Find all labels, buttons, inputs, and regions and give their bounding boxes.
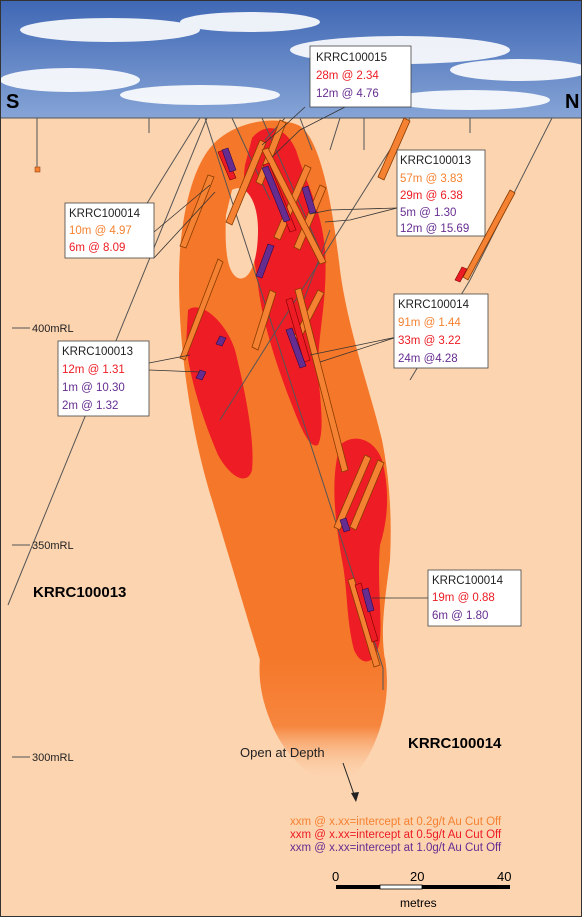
callout-kr14-lower: KRRC100014 19m @ 0.88 6m @ 1.80 (427, 569, 522, 627)
svg-text:5m @ 1.30: 5m @ 1.30 (400, 207, 456, 219)
svg-text:6m @ 1.80: 6m @ 1.80 (432, 610, 488, 622)
svg-text:300mRL: 300mRL (32, 752, 74, 764)
grade-legend: xxm @ x.xx=intercept at 0.2g/t Au Cut Of… (290, 816, 502, 854)
zone-0-5-lower (334, 438, 388, 662)
svg-text:12m @ 1.31: 12m @ 1.31 (62, 364, 125, 376)
callout-kr13-lower: KRRC100013 12m @ 1.31 1m @ 10.30 2m @ 1.… (57, 340, 150, 417)
open-at-depth-label: Open at Depth (240, 745, 325, 760)
svg-text:KRRC100014: KRRC100014 (432, 575, 504, 587)
callout-kr14-upper: KRRC100014 10m @ 4.97 6m @ 8.09 (64, 202, 155, 259)
scale-bar: 0 20 40 metres (332, 869, 511, 910)
intercepts-1-0 (195, 147, 375, 613)
rl-tick-300: 300mRL (12, 752, 74, 764)
halo-0-2-fade (259, 658, 387, 782)
zone-0-5-left (186, 307, 253, 479)
hole-label-kr14: KRRC100014 (408, 735, 502, 752)
legend-0-5: xxm @ x.xx=intercept at 0.5g/t Au Cut Of… (290, 829, 502, 841)
callout-kr14-mid: KRRC100014 91m @ 1.44 33m @ 3.22 24m @4.… (393, 293, 489, 369)
svg-text:20: 20 (410, 869, 424, 884)
svg-text:KRRC100014: KRRC100014 (69, 208, 141, 220)
clouds (0, 12, 582, 110)
svg-text:28m @ 2.34: 28m @ 2.34 (316, 70, 379, 82)
legend-1-0: xxm @ x.xx=intercept at 1.0g/t Au Cut Of… (290, 842, 502, 854)
svg-text:KRRC100013: KRRC100013 (62, 346, 133, 358)
svg-text:KRRC100014: KRRC100014 (398, 299, 470, 311)
collar-marker (34, 166, 41, 173)
svg-text:KRRC100015: KRRC100015 (316, 52, 387, 64)
svg-text:29m @ 6.38: 29m @ 6.38 (400, 190, 463, 202)
svg-text:350mRL: 350mRL (32, 540, 74, 552)
svg-text:10m @ 4.97: 10m @ 4.97 (69, 225, 132, 237)
compass-north: N (565, 91, 579, 113)
compass-south: S (6, 91, 19, 113)
callout-leaders (148, 106, 430, 599)
collar-ticks (36, 118, 471, 170)
callout-kr15: KRRC100015 28m @ 2.34 12m @ 4.76 (309, 45, 412, 108)
open-at-depth-arrow (342, 762, 359, 802)
svg-text:0: 0 (332, 869, 339, 884)
svg-text:metres: metres (400, 896, 437, 910)
svg-text:57m @ 3.83: 57m @ 3.83 (400, 173, 463, 185)
callout-kr13-upper: KRRC100013 57m @ 3.83 29m @ 6.38 5m @ 1.… (396, 149, 486, 237)
svg-text:24m @4.28: 24m @4.28 (398, 353, 458, 365)
svg-text:91m @ 1.44: 91m @ 1.44 (398, 317, 461, 329)
rl-tick-400: 400mRL (12, 323, 74, 335)
svg-text:12m @ 15.69: 12m @ 15.69 (400, 223, 469, 235)
svg-text:2m @ 1.32: 2m @ 1.32 (62, 400, 118, 412)
svg-text:40: 40 (497, 869, 511, 884)
svg-text:19m @ 0.88: 19m @ 0.88 (432, 592, 495, 604)
rl-tick-350: 350mRL (12, 540, 74, 552)
svg-text:12m @ 4.76: 12m @ 4.76 (316, 88, 379, 100)
svg-text:1m @ 10.30: 1m @ 10.30 (62, 382, 125, 394)
svg-text:33m @ 3.22: 33m @ 3.22 (398, 335, 461, 347)
svg-text:KRRC100013: KRRC100013 (400, 155, 471, 167)
hole-label-kr13: KRRC100013 (33, 584, 126, 601)
legend-0-2: xxm @ x.xx=intercept at 0.2g/t Au Cut Of… (290, 816, 502, 828)
svg-text:6m @ 8.09: 6m @ 8.09 (69, 242, 125, 254)
svg-text:400mRL: 400mRL (32, 323, 74, 335)
